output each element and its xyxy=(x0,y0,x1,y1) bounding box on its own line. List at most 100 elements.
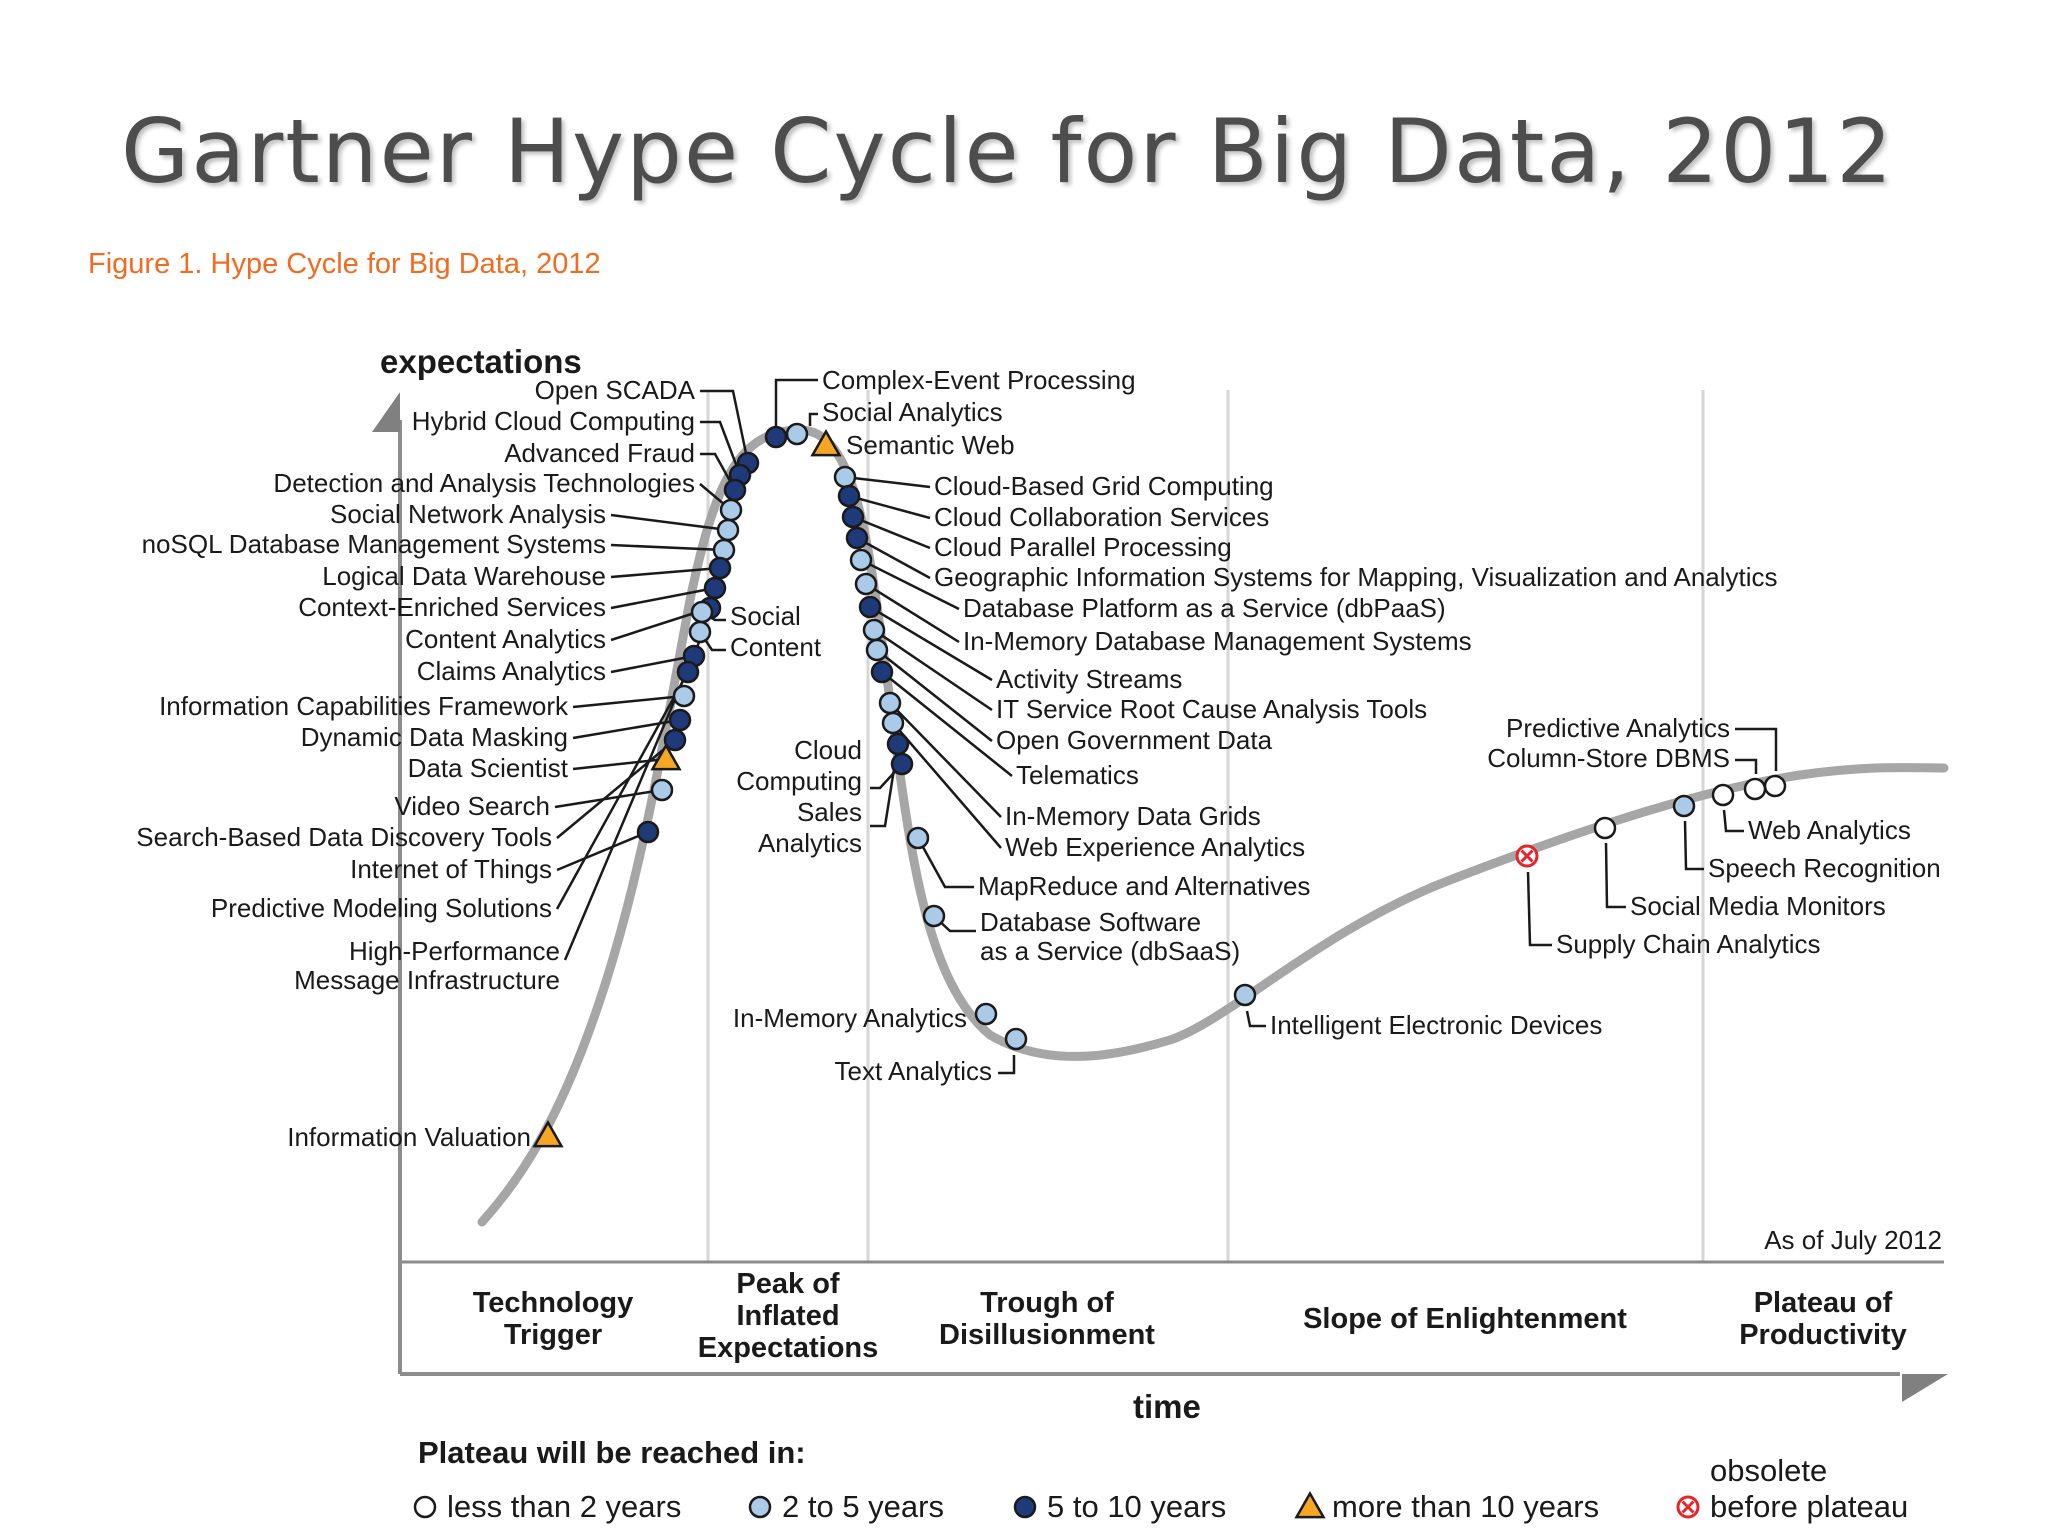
label-social-network-analysis: Social Network Analysis xyxy=(330,499,606,529)
marker-geographic-information-systems-for-mapping-visualization-and-analytics xyxy=(845,526,869,550)
label-detection-and-analysis-technologies: Detection and Analysis Technologies xyxy=(273,468,695,498)
label-predictive-analytics: Predictive Analytics xyxy=(1506,713,1730,743)
leader-supply-chain-analytics xyxy=(1526,871,1552,947)
legend-red-x-circle-icon xyxy=(1676,1495,1700,1519)
label-social: Social xyxy=(730,601,801,631)
leader-column-store-dbms xyxy=(1735,758,1758,774)
label-context-enriched-services: Context-Enriched Services xyxy=(298,592,606,622)
label-information-capabilities-framework: Information Capabilities Framework xyxy=(159,691,569,721)
leader-cloud-based-grid-computing xyxy=(844,475,931,489)
leader-speech-recognition xyxy=(1683,820,1704,871)
marker-text-analytics xyxy=(1004,1027,1028,1051)
label-in-memory-analytics: In-Memory Analytics xyxy=(733,1003,967,1033)
legend-label-top-5: obsolete xyxy=(1710,1453,1827,1488)
legend-label-1: less than 2 years xyxy=(447,1489,681,1524)
leader-open-government-data xyxy=(876,649,993,742)
leader-search-based-data-discovery-tools xyxy=(556,739,676,839)
marker-social-media-monitors xyxy=(1593,816,1617,840)
marker-internet-of-things xyxy=(636,820,660,844)
leader-cloud-collaboration-services xyxy=(848,494,931,520)
technology-markers xyxy=(532,422,1787,1148)
x-axis-label: time xyxy=(1133,1388,1201,1425)
label-data-scientist: Data Scientist xyxy=(408,753,569,783)
leader-text-analytics xyxy=(998,1055,1016,1075)
leader-predictive-modeling-solutions xyxy=(555,671,690,910)
label-speech-recognition: Speech Recognition xyxy=(1708,853,1941,883)
label-cloud-based-grid-computing: Cloud-Based Grid Computing xyxy=(934,471,1274,501)
label-open-government-data: Open Government Data xyxy=(996,725,1273,755)
marker-complex-event-processing xyxy=(764,425,788,449)
marker-in-memory-database-management-systems xyxy=(854,572,878,596)
as-of-date: As of July 2012 xyxy=(1764,1225,1942,1255)
marker-social-analytics xyxy=(785,422,809,446)
marker-column-store-dbms xyxy=(1743,777,1767,801)
label-high-performance: High-Performance xyxy=(349,936,560,966)
label-intelligent-electronic-devices: Intelligent Electronic Devices xyxy=(1270,1010,1602,1040)
label-cloud-collaboration-services: Cloud Collaboration Services xyxy=(934,502,1269,532)
marker-logical-data-warehouse xyxy=(708,556,732,580)
marker-speech-recognition xyxy=(1672,794,1696,818)
marker-cloud-parallel-processing xyxy=(841,505,865,529)
label-advanced-fraud: Advanced Fraud xyxy=(504,438,695,468)
leader-geographic-information-systems-for-mapping-visualization-and-analytics xyxy=(856,536,931,580)
marker-advanced-fraud xyxy=(723,478,747,502)
legend-label-2: 2 to 5 years xyxy=(782,1489,944,1524)
label-web-analytics: Web Analytics xyxy=(1748,815,1911,845)
marker-web-analytics xyxy=(1711,783,1735,807)
label-in-memory-data-grids: In-Memory Data Grids xyxy=(1005,801,1261,831)
label-mapreduce-and-alternatives: MapReduce and Alternatives xyxy=(978,871,1310,901)
leader-claims-analytics xyxy=(610,654,695,674)
leader-nosql-database-management-systems xyxy=(610,543,725,552)
label-supply-chain-analytics: Supply Chain Analytics xyxy=(1556,929,1820,959)
label-database-platform-as-a-service-dbpaas: Database Platform as a Service (dbPaaS) xyxy=(963,593,1446,623)
label-text-analytics: Text Analytics xyxy=(834,1056,992,1086)
legend-label-5: before plateau xyxy=(1710,1489,1908,1524)
marker-open-government-data xyxy=(865,638,889,662)
label-social-analytics: Social Analytics xyxy=(822,397,1003,427)
legend-white-circle-icon xyxy=(413,1495,437,1519)
marker-social xyxy=(690,600,714,624)
label-activity-streams: Activity Streams xyxy=(996,664,1182,694)
label-it-service-root-cause-analysis-tools: IT Service Root Cause Analysis Tools xyxy=(996,694,1427,724)
label-dynamic-data-masking: Dynamic Data Masking xyxy=(301,722,568,752)
leader-video-search xyxy=(554,788,663,809)
marker-predictive-analytics xyxy=(1763,774,1787,798)
marker-supply-chain-analytics xyxy=(1515,844,1539,868)
leader-advanced-fraud xyxy=(700,452,737,491)
phase-plateau-of-productivity-line-2: Productivity xyxy=(1739,1319,1907,1351)
marker-mapreduce-and-alternatives xyxy=(906,826,930,850)
label-search-based-data-discovery-tools: Search-Based Data Discovery Tools xyxy=(136,822,552,852)
marker-cloud xyxy=(890,752,914,776)
leader-open-scada xyxy=(700,389,750,464)
marker-predictive-modeling-solutions xyxy=(676,660,700,684)
phase-technology-trigger-line-1: Technology xyxy=(473,1287,634,1319)
phase-technology-trigger-line-2: Trigger xyxy=(504,1319,602,1351)
label-column-store-dbms: Column-Store DBMS xyxy=(1487,743,1730,773)
label-content-analytics: Content Analytics xyxy=(405,624,606,654)
label-semantic-web: Semantic Web xyxy=(846,430,1015,460)
label-sales: Sales xyxy=(797,797,862,827)
marker-activity-streams xyxy=(858,595,882,619)
label-computing: Computing xyxy=(736,766,862,796)
label-nosql-database-management-systems: noSQL Database Management Systems xyxy=(142,529,606,559)
leader-context-enriched-services xyxy=(610,586,716,610)
y-axis-label: expectations xyxy=(380,343,582,380)
phase-trough-of-disillusionment-line-2: Disillusionment xyxy=(939,1319,1155,1351)
marker-semantic-web xyxy=(810,428,842,457)
marker-detection-and-analysis-technologies xyxy=(719,498,743,522)
marker-dynamic-data-masking xyxy=(668,708,692,732)
label-internet-of-things: Internet of Things xyxy=(350,854,552,884)
label-social-media-monitors: Social Media Monitors xyxy=(1630,891,1886,921)
label-telematics: Telematics xyxy=(1016,760,1139,790)
label-database-software: Database Software xyxy=(980,907,1201,937)
leader-predictive-analytics xyxy=(1735,727,1778,771)
x-axis-arrow xyxy=(1902,1374,1948,1402)
page-title: Gartner Hype Cycle for Big Data, 2012 xyxy=(121,100,1895,203)
leader-logical-data-warehouse xyxy=(610,566,721,579)
leader-information-capabilities-framework xyxy=(572,694,685,709)
legend-title: Plateau will be reached in: xyxy=(418,1435,806,1470)
label-cloud-parallel-processing: Cloud Parallel Processing xyxy=(934,532,1232,562)
leader-activity-streams xyxy=(869,605,993,682)
